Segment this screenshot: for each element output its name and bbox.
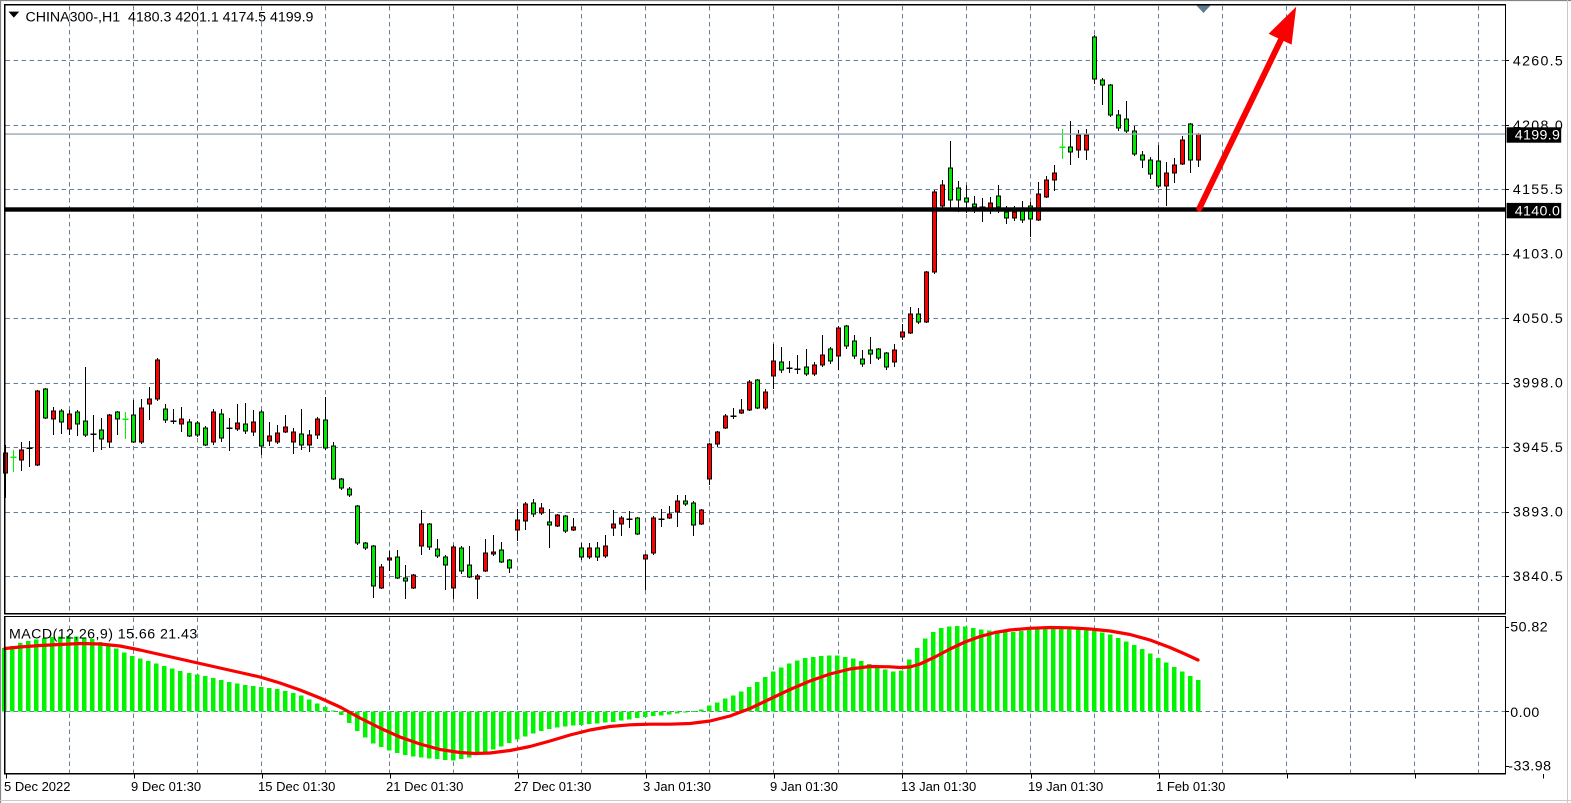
svg-text:3840.5: 3840.5 bbox=[1513, 569, 1564, 585]
svg-text:3945.5: 3945.5 bbox=[1513, 440, 1564, 456]
svg-text:3893.0: 3893.0 bbox=[1513, 505, 1564, 521]
svg-text:27 Dec 01:30: 27 Dec 01:30 bbox=[514, 779, 591, 794]
svg-text:3998.0: 3998.0 bbox=[1513, 376, 1564, 392]
svg-text:9 Jan 01:30: 9 Jan 01:30 bbox=[770, 779, 838, 794]
svg-text:4155.5: 4155.5 bbox=[1513, 182, 1564, 198]
svg-text:13 Jan 01:30: 13 Jan 01:30 bbox=[901, 779, 976, 794]
svg-text:3 Jan 01:30: 3 Jan 01:30 bbox=[643, 779, 711, 794]
svg-text:4103.0: 4103.0 bbox=[1513, 247, 1564, 263]
svg-text:21 Dec 01:30: 21 Dec 01:30 bbox=[386, 779, 463, 794]
svg-text:15 Dec 01:30: 15 Dec 01:30 bbox=[258, 779, 335, 794]
svg-text:19 Jan 01:30: 19 Jan 01:30 bbox=[1028, 779, 1103, 794]
svg-text:4140.0: 4140.0 bbox=[1515, 203, 1561, 219]
svg-text:MACD(12,26,9) 15.66 21.43: MACD(12,26,9) 15.66 21.43 bbox=[9, 626, 198, 642]
svg-text:9 Dec 01:30: 9 Dec 01:30 bbox=[131, 779, 201, 794]
svg-text:CHINA300-,H1 4180.3 4201.1 41: CHINA300-,H1 4180.3 4201.1 4174.5 4199.9 bbox=[26, 9, 314, 25]
svg-text:1 Feb 01:30: 1 Feb 01:30 bbox=[1156, 779, 1225, 794]
svg-text:-33.98: -33.98 bbox=[1508, 759, 1551, 775]
svg-text:5 Dec 2022: 5 Dec 2022 bbox=[4, 779, 71, 794]
svg-text:0.00: 0.00 bbox=[1510, 705, 1540, 721]
svg-text:4260.5: 4260.5 bbox=[1513, 53, 1564, 69]
svg-text:4050.5: 4050.5 bbox=[1513, 311, 1564, 327]
svg-text:50.82: 50.82 bbox=[1510, 620, 1548, 636]
svg-text:4199.9: 4199.9 bbox=[1515, 128, 1561, 144]
